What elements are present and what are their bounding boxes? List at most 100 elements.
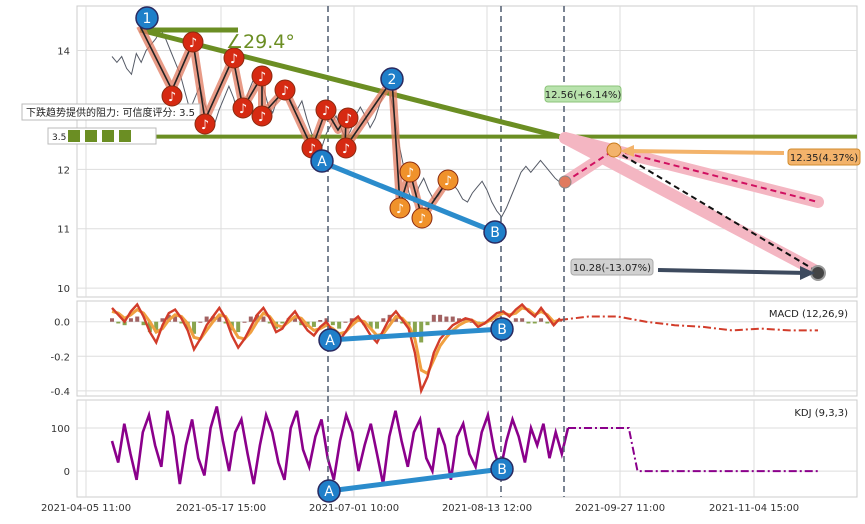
music-note-glyph: ♪ — [281, 84, 289, 99]
kdj-wave-badge-0 — [317, 479, 341, 503]
macd-histogram-bar — [179, 321, 184, 324]
macd-wave-badge-0 — [318, 328, 342, 352]
music-note-icon — [194, 113, 216, 135]
music-note-glyph: ♪ — [406, 166, 414, 181]
music-note-glyph: ♪ — [258, 110, 266, 125]
macd-histogram-bar — [311, 321, 316, 327]
kdj-title: KDJ (9,3,3) — [794, 408, 848, 419]
macd-wave-badge-label: A — [325, 333, 335, 349]
macd-wave-badge-1 — [490, 317, 514, 341]
macd-histogram-bar — [520, 318, 525, 322]
macd-histogram-bar — [539, 318, 544, 322]
kdj-forecast-line — [568, 427, 820, 473]
macd-histogram-bar — [204, 316, 209, 322]
x-tick-label: 2021-11-04 15:00 — [709, 503, 799, 514]
macd-histogram-bar — [261, 316, 266, 322]
macd-histogram-bar — [160, 318, 165, 322]
score-badge-label: 3.5 — [52, 133, 66, 143]
wave-badge-label: B — [490, 225, 500, 241]
target-arrowhead-down — [800, 266, 815, 280]
resistance-label-box — [21, 103, 201, 121]
target-arrow-down — [657, 268, 809, 275]
macd-histogram-bar — [154, 321, 159, 333]
macd-histogram-bar — [444, 316, 449, 322]
music-note-glyph: ♪ — [344, 112, 352, 127]
target-box-2 — [570, 258, 654, 276]
macd-histogram-bar — [513, 318, 518, 322]
kdj-wave-badge-1 — [490, 457, 514, 481]
macd-histogram-bar — [242, 321, 247, 323]
score-star-icon — [119, 130, 131, 142]
macd-histogram-bar — [192, 321, 197, 334]
music-note-icon — [182, 31, 204, 53]
y-tick-label-macd: 0.0 — [54, 318, 70, 329]
target-arrowhead-up — [620, 145, 634, 157]
score-star-icon — [102, 130, 114, 142]
macd-forecast-line — [559, 315, 818, 332]
music-note-icon — [399, 161, 421, 183]
music-note-glyph: ♪ — [308, 142, 316, 157]
macd-histogram-bar — [526, 321, 531, 324]
target-box-1 — [787, 148, 861, 166]
y-tick-label-price: 12 — [57, 165, 70, 176]
macd-histogram-bar — [147, 321, 152, 333]
music-note-icon — [251, 65, 273, 87]
wave-badge-2 — [310, 149, 334, 173]
macd-histogram-bar — [400, 321, 405, 324]
x-tick-label: 2021-07-01 10:00 — [309, 503, 399, 514]
music-note-glyph: ♪ — [168, 90, 176, 105]
y-tick-label-macd: -0.4 — [50, 387, 70, 398]
macd-histogram-bar — [280, 321, 285, 324]
music-note-icon — [411, 207, 433, 229]
price-series-line — [111, 28, 561, 218]
music-note-icon — [335, 137, 357, 159]
music-note-glyph: ♪ — [444, 174, 452, 189]
music-note-icon — [274, 79, 296, 101]
music-note-glyph: ♪ — [396, 202, 404, 217]
music-note-glyph: ♪ — [418, 212, 426, 227]
macd-histogram-bar — [255, 314, 260, 322]
macd-histogram-bar — [223, 321, 228, 324]
macd-histogram-bar — [173, 316, 178, 322]
macd-histogram-bar — [198, 321, 203, 323]
macd-support-line — [329, 326, 503, 343]
music-note-glyph: ♪ — [189, 36, 197, 51]
kdj-wave-badge-label: A — [324, 484, 334, 500]
y-tick-label-price: 11 — [57, 225, 70, 236]
x-tick-label: 2021-08-13 12:00 — [442, 503, 532, 514]
x-tick-label: 2021-05-17 15:00 — [176, 503, 266, 514]
target-arrow-up — [624, 149, 785, 155]
wave-badge-1 — [380, 67, 404, 91]
wave-badge-label: 2 — [388, 72, 397, 88]
kdj-line — [110, 406, 570, 485]
music-note-glyph: ♪ — [239, 102, 247, 117]
forecast-mid-point — [606, 142, 622, 158]
macd-histogram-bar — [381, 318, 386, 322]
music-note-icon — [223, 47, 245, 69]
music-note-icon — [389, 197, 411, 219]
y-tick-label-price: 14 — [57, 47, 70, 58]
music-note-icon — [315, 99, 337, 121]
kdj-wave-badge-label: B — [497, 462, 507, 478]
music-note-icon — [161, 85, 183, 107]
macd-histogram-bar — [431, 314, 436, 322]
macd-histogram-bar — [469, 321, 474, 323]
macd-histogram-bar — [457, 318, 462, 322]
macd-histogram-bar — [532, 321, 537, 324]
music-note-icon — [232, 97, 254, 119]
macd-histogram-bar — [318, 320, 323, 322]
x-tick-label: 2021-04-05 11:00 — [41, 503, 131, 514]
macd-histogram-bar — [375, 321, 380, 329]
angle-label: ∠29.4° — [226, 31, 295, 53]
macd-histogram-bar — [393, 316, 398, 322]
macd-histogram-bar — [412, 321, 417, 336]
support-line — [321, 159, 496, 235]
macd-histogram-bar — [425, 321, 430, 326]
target-label-2: 10.28(-13.07%) — [573, 263, 651, 274]
macd-histogram-bar — [236, 321, 241, 333]
resistance-label: 下跌趋势提供的阻力: 可信度评分: 3.5 — [26, 106, 195, 119]
music-note-glyph: ♪ — [322, 104, 330, 119]
target-label-1: 12.35(4.37%) — [790, 153, 858, 164]
macd-histogram-bar — [141, 321, 146, 326]
